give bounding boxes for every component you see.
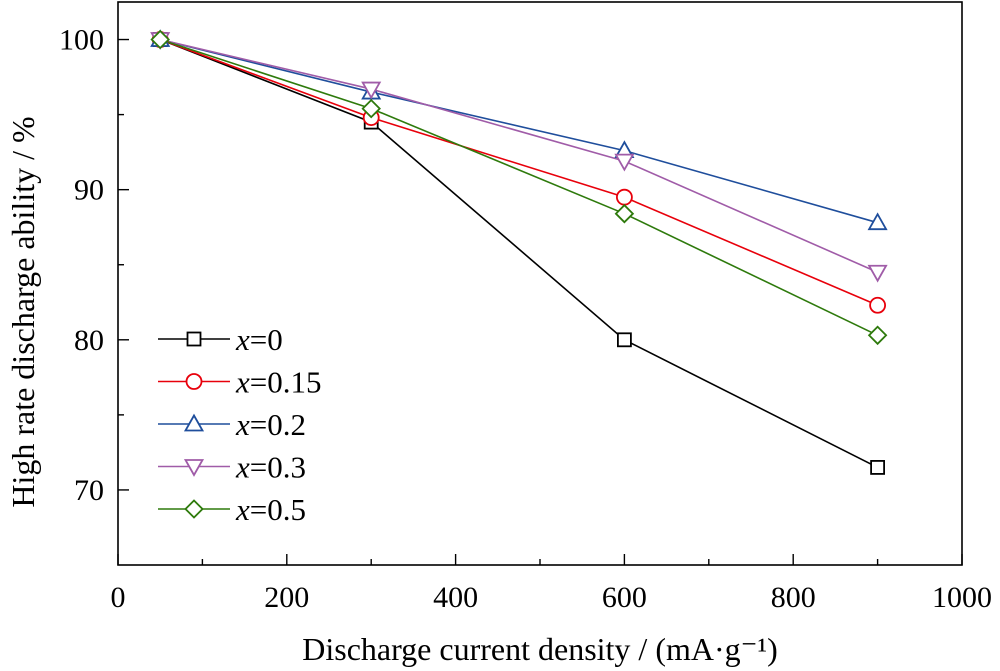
series-markers-3 — [150, 32, 888, 283]
y-tick-label: 80 — [74, 324, 104, 357]
legend-label-value: =0.2 — [250, 407, 306, 442]
legend-label-value: =0.5 — [250, 492, 306, 527]
legend-label-value: =0.3 — [250, 450, 306, 485]
data-point — [867, 264, 888, 283]
data-point — [614, 203, 635, 224]
x-tick-label: 0 — [111, 581, 126, 614]
series-4 — [159, 38, 878, 337]
y-tick-label: 100 — [59, 24, 104, 57]
y-axis-label: High rate discharge ability / % — [5, 116, 41, 507]
legend-entry: x=0.5 — [158, 492, 306, 527]
legend-label-variable: x — [235, 407, 250, 442]
series-2 — [160, 38, 878, 224]
series-0 — [159, 38, 878, 469]
x-tick-label: 1000 — [932, 581, 992, 614]
x-tick-label: 200 — [264, 581, 309, 614]
legend-marker — [183, 413, 205, 432]
legend-label-variable: x — [235, 492, 250, 527]
legend-label-value: =0.15 — [250, 365, 322, 400]
y-tick-label: 90 — [74, 174, 104, 207]
data-point — [361, 98, 381, 119]
y-tick-label: 70 — [74, 474, 104, 507]
legend-label: x=0 — [235, 322, 283, 357]
data-point — [617, 332, 632, 348]
series-3 — [160, 38, 878, 273]
legend-entry: x=0.2 — [158, 407, 306, 442]
legend-label-variable: x — [235, 365, 250, 400]
data-point — [616, 188, 633, 206]
series-line — [159, 38, 878, 469]
legend-label-variable: x — [235, 322, 250, 357]
legend-entry: x=0.3 — [158, 450, 306, 485]
x-axis-label: Discharge current density / (mA·g⁻¹) — [302, 631, 778, 667]
legend-marker — [186, 331, 202, 347]
legend: x=0x=0.15x=0.2x=0.3x=0.5 — [158, 322, 322, 527]
legend-marker — [184, 499, 204, 519]
data-point — [870, 460, 885, 475]
series-line — [159, 38, 878, 337]
legend-label: x=0.3 — [235, 450, 306, 485]
x-tick-label: 600 — [602, 581, 647, 614]
data-point — [361, 81, 382, 100]
x-tick-label: 400 — [433, 581, 478, 614]
legend-label: x=0.15 — [235, 365, 322, 400]
series-layer — [150, 29, 888, 475]
legend-label-value: =0 — [250, 322, 283, 357]
legend-label-variable: x — [235, 450, 250, 485]
data-point — [869, 296, 886, 314]
series-markers-1 — [151, 31, 886, 314]
data-point — [150, 29, 170, 50]
legend-entry: x=0 — [158, 322, 283, 357]
series-markers-2 — [150, 29, 888, 231]
series-line — [160, 38, 878, 224]
data-point — [614, 153, 635, 172]
series-1 — [159, 38, 878, 307]
data-point — [867, 325, 888, 346]
legend-marker — [183, 459, 205, 477]
legend-label: x=0.5 — [235, 492, 306, 527]
legend-entry: x=0.15 — [158, 365, 322, 400]
data-point — [867, 212, 888, 231]
series-line — [160, 38, 878, 273]
axes: 0 200 400 600 800 1000 70 80 90 100 — [59, 1, 992, 614]
legend-marker — [185, 373, 203, 390]
series-line — [159, 38, 878, 307]
series-markers-4 — [150, 29, 888, 346]
x-tick-label: 800 — [771, 581, 816, 614]
legend-label: x=0.2 — [235, 407, 306, 442]
